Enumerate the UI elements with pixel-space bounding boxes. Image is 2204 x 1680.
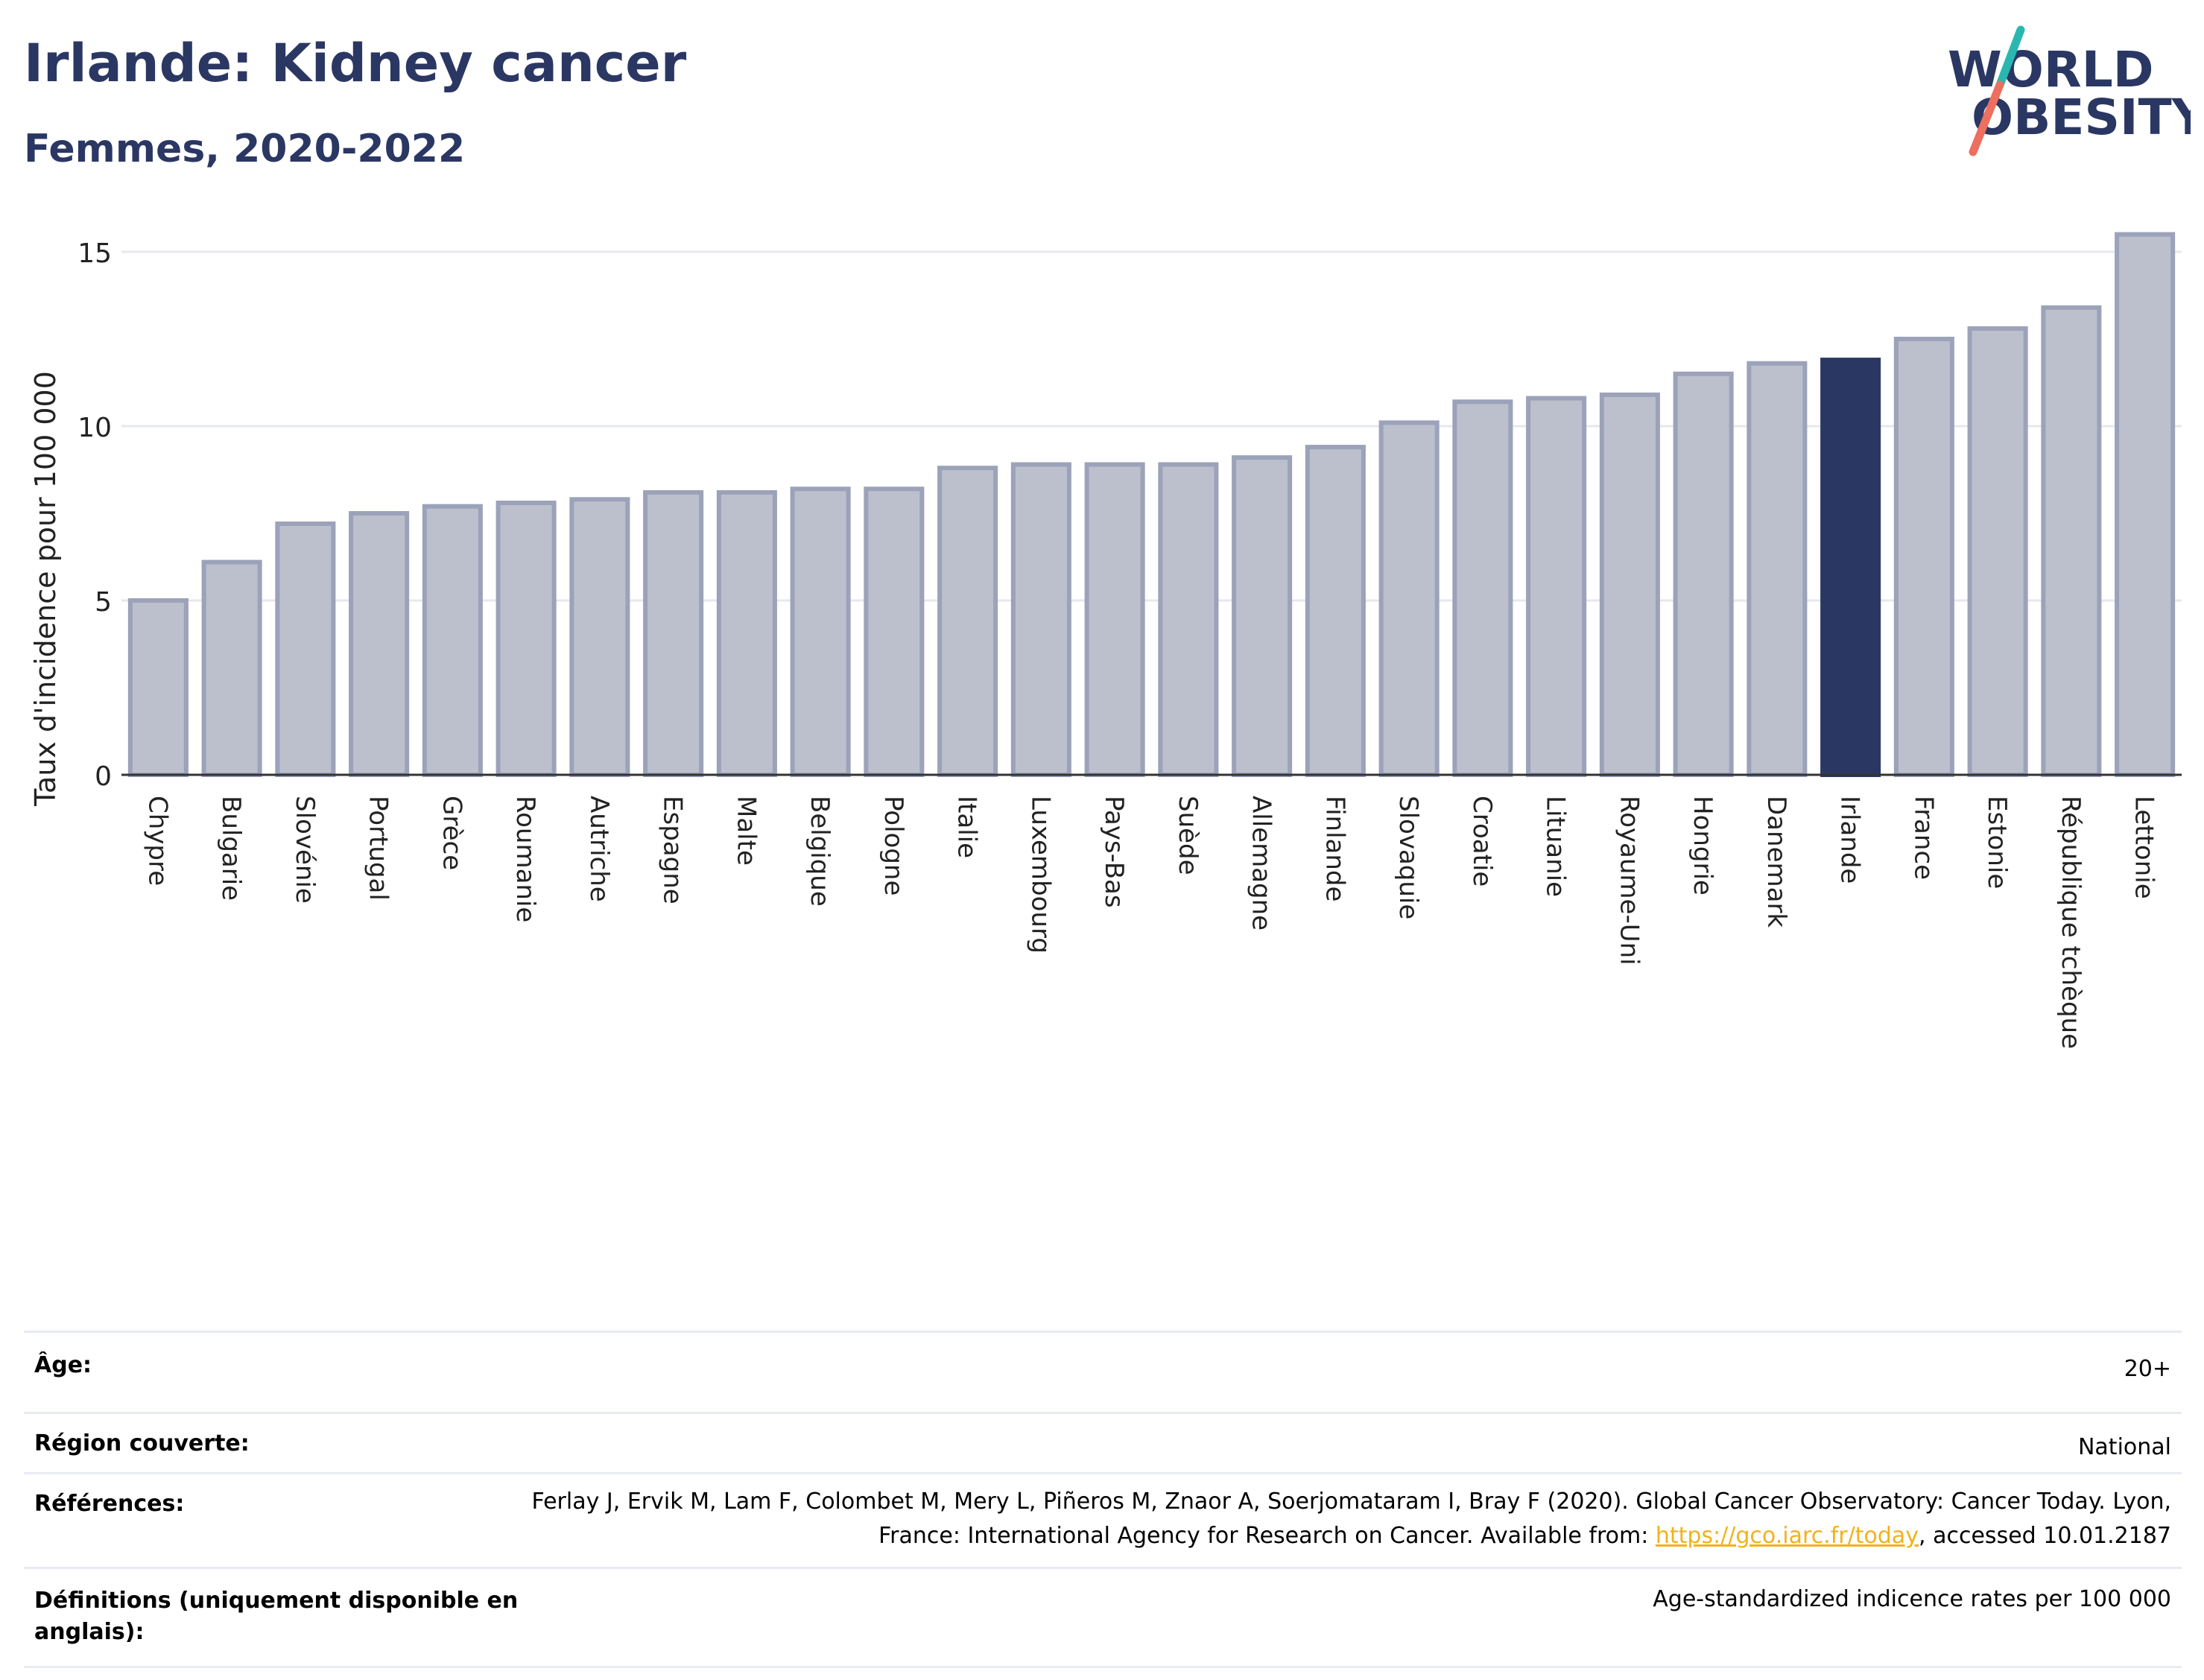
bar-slov-nie[interactable] xyxy=(275,522,336,777)
bar-irlande[interactable] xyxy=(1820,358,1881,777)
x-tick-label: Finlande xyxy=(1320,796,1349,901)
chart-subtitle: Femmes, 2020-2022 xyxy=(24,127,466,171)
bar-portugal[interactable] xyxy=(349,511,410,777)
x-tick-label: Hongrie xyxy=(1688,796,1717,896)
meta-row-age: Âge: 20+ xyxy=(24,1331,2182,1413)
x-tick-label: République tchèque xyxy=(2056,796,2086,1049)
y-axis-label: Taux d'incidence pour 100 000 xyxy=(29,371,62,807)
logo-word-obesity: OBESITY xyxy=(1972,89,2191,146)
x-tick-label: Roumanie xyxy=(510,796,540,922)
x-tick-label: Bulgarie xyxy=(216,796,246,901)
meta-refs-text: Ferlay J, Ervik M, Lam F, Colombet M, Me… xyxy=(531,1489,2171,1549)
x-tick-label: France xyxy=(1908,796,1938,880)
logo-word-world: WORLD xyxy=(1948,41,2154,98)
x-tick-label: Suède xyxy=(1173,796,1203,875)
x-tick-label: Portugal xyxy=(364,796,393,901)
x-tick-label: Slovénie xyxy=(290,796,320,904)
bar-pays-bas[interactable] xyxy=(1084,462,1145,777)
bar-lituanie[interactable] xyxy=(1526,396,1587,777)
meta-defs-value: Age-standardized indicence rates per 100… xyxy=(526,1567,2182,1668)
meta-defs-label: Définitions (uniquement disponible en an… xyxy=(24,1567,526,1668)
bar-malte[interactable] xyxy=(716,489,777,777)
meta-refs-label: Références: xyxy=(24,1472,526,1568)
logo-slash-teal xyxy=(1995,25,2025,89)
meta-refs-link[interactable]: https://gco.iarc.fr/today xyxy=(1655,1523,1919,1549)
x-tick-label: Lituanie xyxy=(1541,796,1571,897)
bar-allemagne[interactable] xyxy=(1232,455,1293,777)
bars-layer xyxy=(127,232,2176,778)
bar-autriche[interactable] xyxy=(569,497,630,778)
meta-row-region: Région couverte: National xyxy=(24,1412,2182,1474)
bar-finlande[interactable] xyxy=(1305,445,1366,778)
bar-chypre[interactable] xyxy=(127,598,189,777)
x-tick-label: Pologne xyxy=(878,796,908,896)
bar-luxembourg[interactable] xyxy=(1010,462,1071,777)
x-tick-label: Belgique xyxy=(805,796,835,907)
bar-france[interactable] xyxy=(1893,337,1954,777)
x-tick-label: Estonie xyxy=(1982,796,2012,889)
x-tick-label: Lettonie xyxy=(2129,796,2159,899)
bar-r-publique-tch-que[interactable] xyxy=(2041,305,2102,777)
logo-slash-coral xyxy=(1969,80,2004,156)
bar-slovaquie[interactable] xyxy=(1378,420,1440,777)
meta-region-value: National xyxy=(526,1412,2182,1474)
y-tick-label: 0 xyxy=(95,761,112,792)
bar-italie[interactable] xyxy=(937,466,998,777)
bar-belgique[interactable] xyxy=(790,486,851,777)
x-tick-label: Slovaquie xyxy=(1393,796,1423,919)
meta-age-label: Âge: xyxy=(24,1331,526,1413)
bar-chart: 0 5 10 15 Chypre Bulgarie Slovénie Portugal Grèc… xyxy=(29,232,2182,1049)
bar-espagne[interactable] xyxy=(643,489,704,777)
x-tick-label: Luxembourg xyxy=(1025,796,1055,954)
x-tick-label: Royaume-Uni xyxy=(1614,796,1644,966)
x-tick-label: Italie xyxy=(952,796,982,858)
world-obesity-logo: WORLD OBESITY xyxy=(1948,25,2191,156)
bar-pologne[interactable] xyxy=(864,486,925,777)
x-tick-label: Allemagne xyxy=(1247,796,1276,931)
metadata-table: Âge: 20+ Région couverte: National Référ… xyxy=(24,1331,2182,1668)
bar-lettonie[interactable] xyxy=(2115,232,2176,778)
x-tick-label: Croatie xyxy=(1467,796,1497,887)
axis-layer: 0 5 10 15 Chypre Bulgarie Slovénie Portugal Grèc… xyxy=(77,238,2182,1049)
x-tick-label: Danemark xyxy=(1761,796,1791,928)
x-tick-label: Grèce xyxy=(437,796,466,870)
y-tick-label: 10 xyxy=(77,413,112,443)
x-tick-label: Autriche xyxy=(584,796,614,902)
x-tick-label: Malte xyxy=(731,796,761,866)
bar-royaume-uni[interactable] xyxy=(1599,392,1660,777)
meta-row-definitions: Définitions (uniquement disponible en an… xyxy=(24,1567,2182,1668)
meta-refs-accessed: , accessed 10.01.2187 xyxy=(1919,1523,2171,1549)
bar-su-de[interactable] xyxy=(1158,462,1219,777)
bar-roumanie[interactable] xyxy=(495,500,557,778)
x-tick-label: Espagne xyxy=(658,796,688,904)
meta-row-references: Références: Ferlay J, Ervik M, Lam F, Co… xyxy=(24,1472,2182,1568)
meta-age-value: 20+ xyxy=(526,1331,2182,1413)
x-tick-label: Chypre xyxy=(142,796,172,886)
bar-danemark[interactable] xyxy=(1747,361,1808,777)
bar-gr-ce[interactable] xyxy=(422,504,483,777)
bar-hongrie[interactable] xyxy=(1673,371,1734,777)
x-tick-label: Pays-Bas xyxy=(1099,796,1129,908)
meta-refs-value: Ferlay J, Ervik M, Lam F, Colombet M, Me… xyxy=(526,1472,2182,1568)
x-tick-label: Irlande xyxy=(1835,796,1865,884)
bar-croatie[interactable] xyxy=(1452,399,1513,777)
bar-estonie[interactable] xyxy=(1967,326,2028,777)
y-tick-label: 15 xyxy=(77,238,112,269)
chart-title: Irlande: Kidney cancer xyxy=(24,33,687,94)
bar-bulgarie[interactable] xyxy=(201,560,262,778)
y-tick-label: 5 xyxy=(95,587,112,618)
meta-region-label: Région couverte: xyxy=(24,1412,526,1474)
